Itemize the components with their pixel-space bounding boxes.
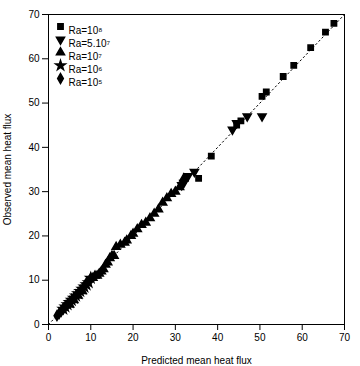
svg-text:70: 70 <box>28 9 40 20</box>
svg-text:30: 30 <box>28 186 40 197</box>
svg-text:Predicted mean heat flux: Predicted mean heat flux <box>141 355 252 366</box>
svg-text:Ra=5.10⁷: Ra=5.10⁷ <box>69 38 111 49</box>
svg-text:Ra=10⁸: Ra=10⁸ <box>69 25 103 36</box>
svg-text:60: 60 <box>297 332 309 343</box>
svg-text:10: 10 <box>85 332 97 343</box>
svg-text:20: 20 <box>28 230 40 241</box>
svg-text:40: 40 <box>28 142 40 153</box>
svg-text:60: 60 <box>28 53 40 64</box>
svg-text:0: 0 <box>34 319 40 330</box>
svg-text:0: 0 <box>46 332 52 343</box>
svg-text:Ra=10⁵: Ra=10⁵ <box>69 77 103 88</box>
svg-text:20: 20 <box>128 332 140 343</box>
svg-text:Ra=10⁷: Ra=10⁷ <box>69 51 103 62</box>
svg-text:Ra=10⁶: Ra=10⁶ <box>69 64 103 75</box>
svg-text:40: 40 <box>212 332 224 343</box>
svg-text:30: 30 <box>170 332 182 343</box>
svg-text:70: 70 <box>339 332 351 343</box>
svg-text:Observed mean heat flux: Observed mean heat flux <box>2 114 13 226</box>
svg-text:50: 50 <box>254 332 266 343</box>
svg-text:50: 50 <box>28 97 40 108</box>
svg-text:10: 10 <box>28 274 40 285</box>
